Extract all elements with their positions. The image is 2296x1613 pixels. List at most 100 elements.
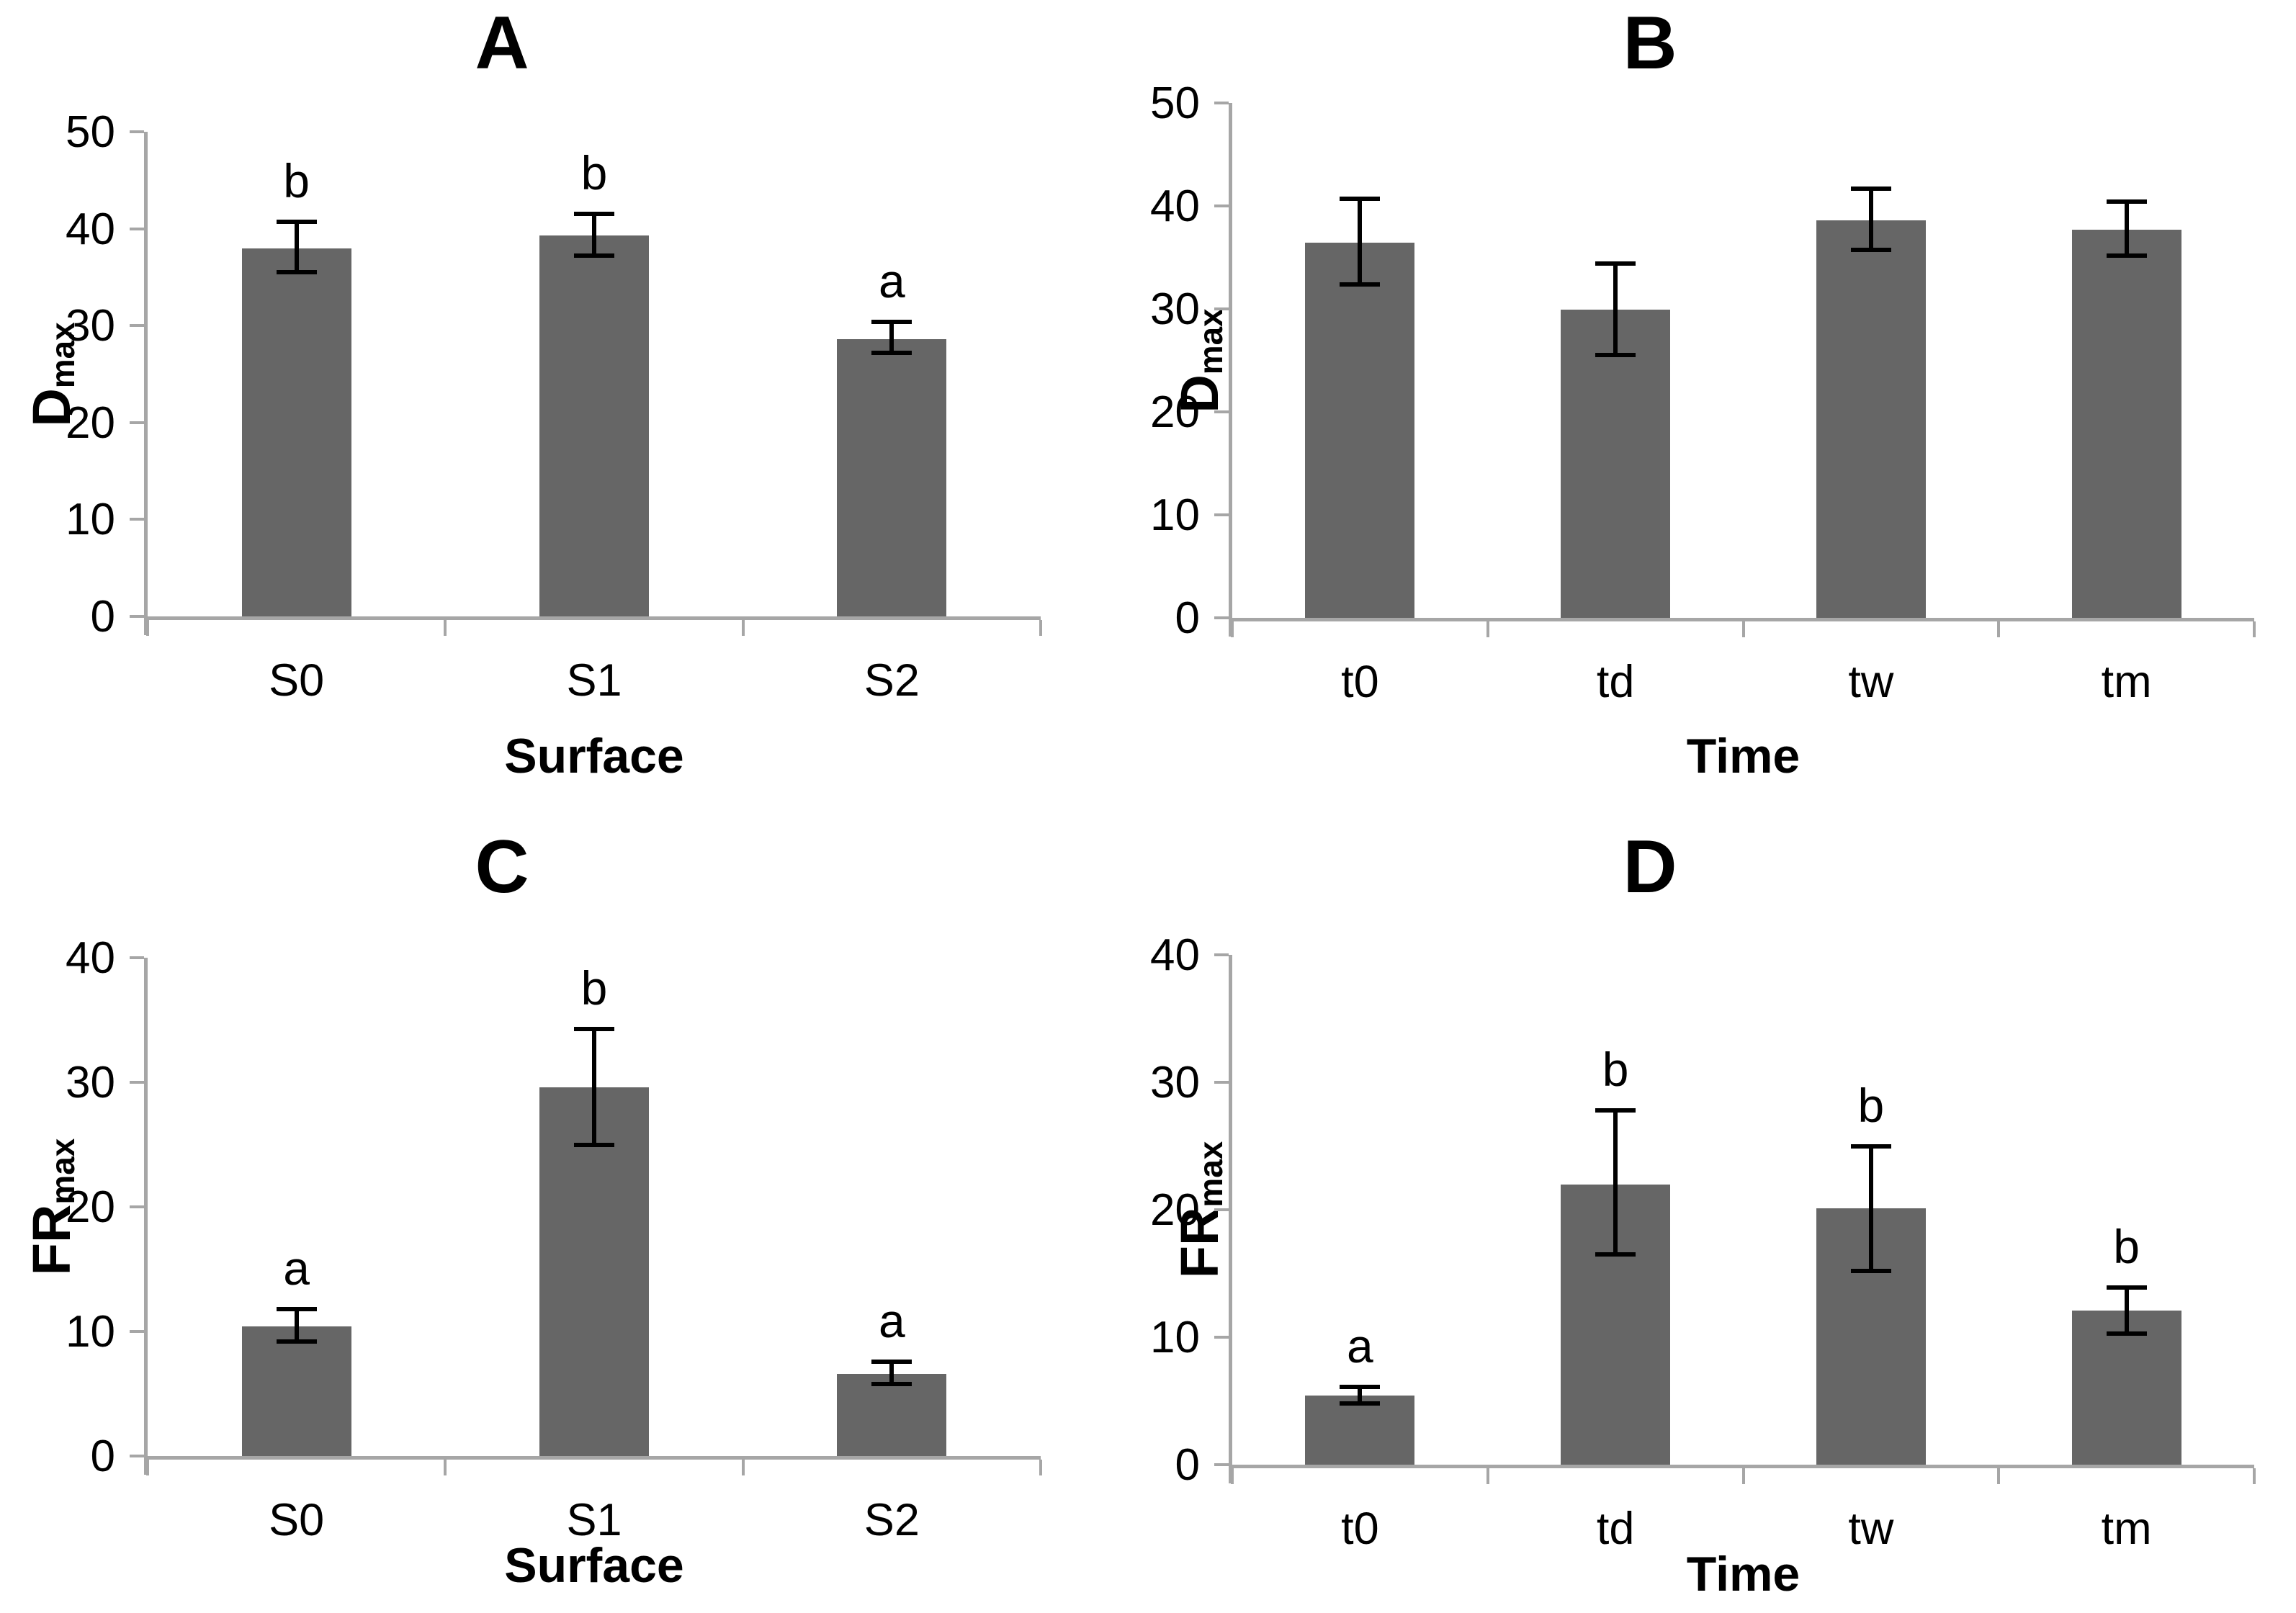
error-bar-cap-bottom (1340, 282, 1381, 287)
y-tick-mark (130, 1205, 144, 1208)
y-tick-mark (1214, 102, 1229, 104)
x-tick-mark (1997, 621, 2001, 637)
error-bar-stem (1613, 1110, 1618, 1254)
error-bar-stem (1613, 264, 1618, 356)
y-tick-mark (1214, 307, 1229, 310)
y-tick-label: 20 (1150, 387, 1200, 437)
x-tick-mark (741, 620, 745, 636)
bar-tm (2071, 229, 2181, 618)
y-axis-line (144, 132, 148, 635)
y-tick-label: 20 (66, 397, 115, 448)
x-tick-label: t0 (1341, 1504, 1379, 1554)
panel-c: C FRmax 0 10 20 30 40 S0 a S1 b S2 a Surface (0, 806, 1148, 1613)
error-bar-stem (1868, 1146, 1873, 1271)
error-bar-cap-top (871, 319, 912, 324)
error-bar-cap-top (1595, 261, 1636, 266)
y-tick-mark (130, 518, 144, 521)
x-tick-mark (741, 1460, 745, 1475)
y-tick-label: 40 (1150, 181, 1200, 231)
bar-S2 (837, 339, 947, 616)
error-bar-stem (1358, 1387, 1363, 1404)
error-bar-cap-bottom (574, 253, 614, 259)
panel-title: B (1623, 1, 1677, 85)
x-tick-mark (1039, 620, 1042, 636)
error-bar-cap-top (1340, 196, 1381, 201)
plot-area: 0 10 20 30 40 50 S0 b S1 b S2 a (0, 0, 1148, 806)
error-bar-stem (2124, 1287, 2129, 1334)
x-tick-label: S2 (864, 1495, 920, 1545)
error-bar-cap-bottom (871, 350, 912, 355)
error-bar-cap-top (1850, 1144, 1891, 1149)
x-tick-mark (146, 620, 149, 636)
x-axis-label: Surface (504, 729, 684, 783)
sig-letter: b (283, 154, 310, 208)
error-bar-stem (1868, 188, 1873, 251)
bar-S1 (539, 235, 649, 616)
x-tick-mark (146, 1460, 149, 1475)
x-tick-label: tm (2101, 1504, 2152, 1554)
y-tick-label: 10 (66, 1307, 115, 1357)
y-tick-label: 30 (66, 1058, 115, 1107)
error-bar-cap-bottom (1595, 1252, 1636, 1257)
x-tick-mark (1486, 621, 1489, 637)
bar-S1 (539, 1087, 649, 1456)
y-tick-label: 10 (66, 495, 115, 545)
error-bar-cap-top (276, 220, 317, 225)
y-tick-mark (1214, 616, 1229, 619)
y-axis-line (1229, 955, 1232, 1483)
error-bar-cap-top (871, 1359, 912, 1364)
bar-t0 (1305, 243, 1415, 618)
bar-S2 (837, 1373, 947, 1456)
plot-area: 0 10 20 30 40 S0 a S1 b S2 a (0, 806, 1148, 1613)
x-tick-mark (1741, 1468, 1745, 1484)
x-tick-mark (1231, 1468, 1234, 1484)
y-tick-mark (1214, 513, 1229, 516)
sig-letter: a (878, 1293, 905, 1347)
x-tick-mark (1741, 621, 1745, 637)
y-tick-mark (130, 1455, 144, 1457)
x-tick-label: td (1596, 1504, 1635, 1554)
x-tick-mark (444, 1460, 447, 1475)
bar-t0 (1305, 1396, 1415, 1465)
sig-letter: b (580, 146, 608, 200)
error-bar-stem (889, 321, 894, 353)
error-bar-stem (592, 1028, 596, 1145)
x-tick-label: S0 (269, 1495, 325, 1545)
error-bar-cap-top (276, 1306, 317, 1311)
bar-td (1561, 310, 1671, 618)
error-bar-stem (294, 1308, 299, 1342)
bar-tm (2071, 1310, 2181, 1465)
plot-area: 0 10 20 30 40 t0 a td b tw b tm b (1148, 806, 2296, 1613)
x-tick-label: S1 (566, 1495, 622, 1545)
y-axis-line (144, 958, 148, 1475)
y-tick-mark (1214, 953, 1229, 956)
error-bar-stem (889, 1361, 894, 1384)
x-tick-label: tw (1848, 1504, 1894, 1554)
error-bar-cap-bottom (2106, 253, 2147, 258)
x-tick-label: td (1596, 657, 1635, 707)
error-bar-cap-bottom (574, 1142, 614, 1147)
x-tick-label: S0 (269, 655, 325, 706)
x-tick-mark (2253, 1468, 2256, 1484)
x-tick-mark (1997, 1468, 2001, 1484)
error-bar-cap-bottom (1850, 1268, 1891, 1273)
sig-letter: b (1602, 1042, 1629, 1096)
y-tick-mark (1214, 205, 1229, 207)
y-tick-mark (1214, 1081, 1229, 1084)
sig-letter: a (878, 253, 905, 307)
x-axis-line (144, 616, 1041, 620)
sig-letter: b (2113, 1219, 2140, 1273)
y-tick-label: 30 (66, 301, 115, 351)
bar-tw (1816, 220, 1926, 618)
error-bar-stem (294, 222, 299, 273)
panel-d: D FRmax 0 10 20 30 40 t0 a td b tw b tm b Time (1148, 806, 2296, 1613)
sig-letter: a (283, 1241, 310, 1295)
x-tick-mark (2253, 621, 2256, 637)
x-tick-label: t0 (1341, 657, 1379, 707)
y-tick-label: 50 (1150, 78, 1200, 128)
error-bar-stem (1358, 198, 1363, 284)
bar-S0 (241, 1326, 351, 1456)
y-tick-mark (130, 130, 144, 133)
x-axis-label: Time (1686, 1547, 1801, 1601)
sig-letter: a (1347, 1319, 1373, 1373)
